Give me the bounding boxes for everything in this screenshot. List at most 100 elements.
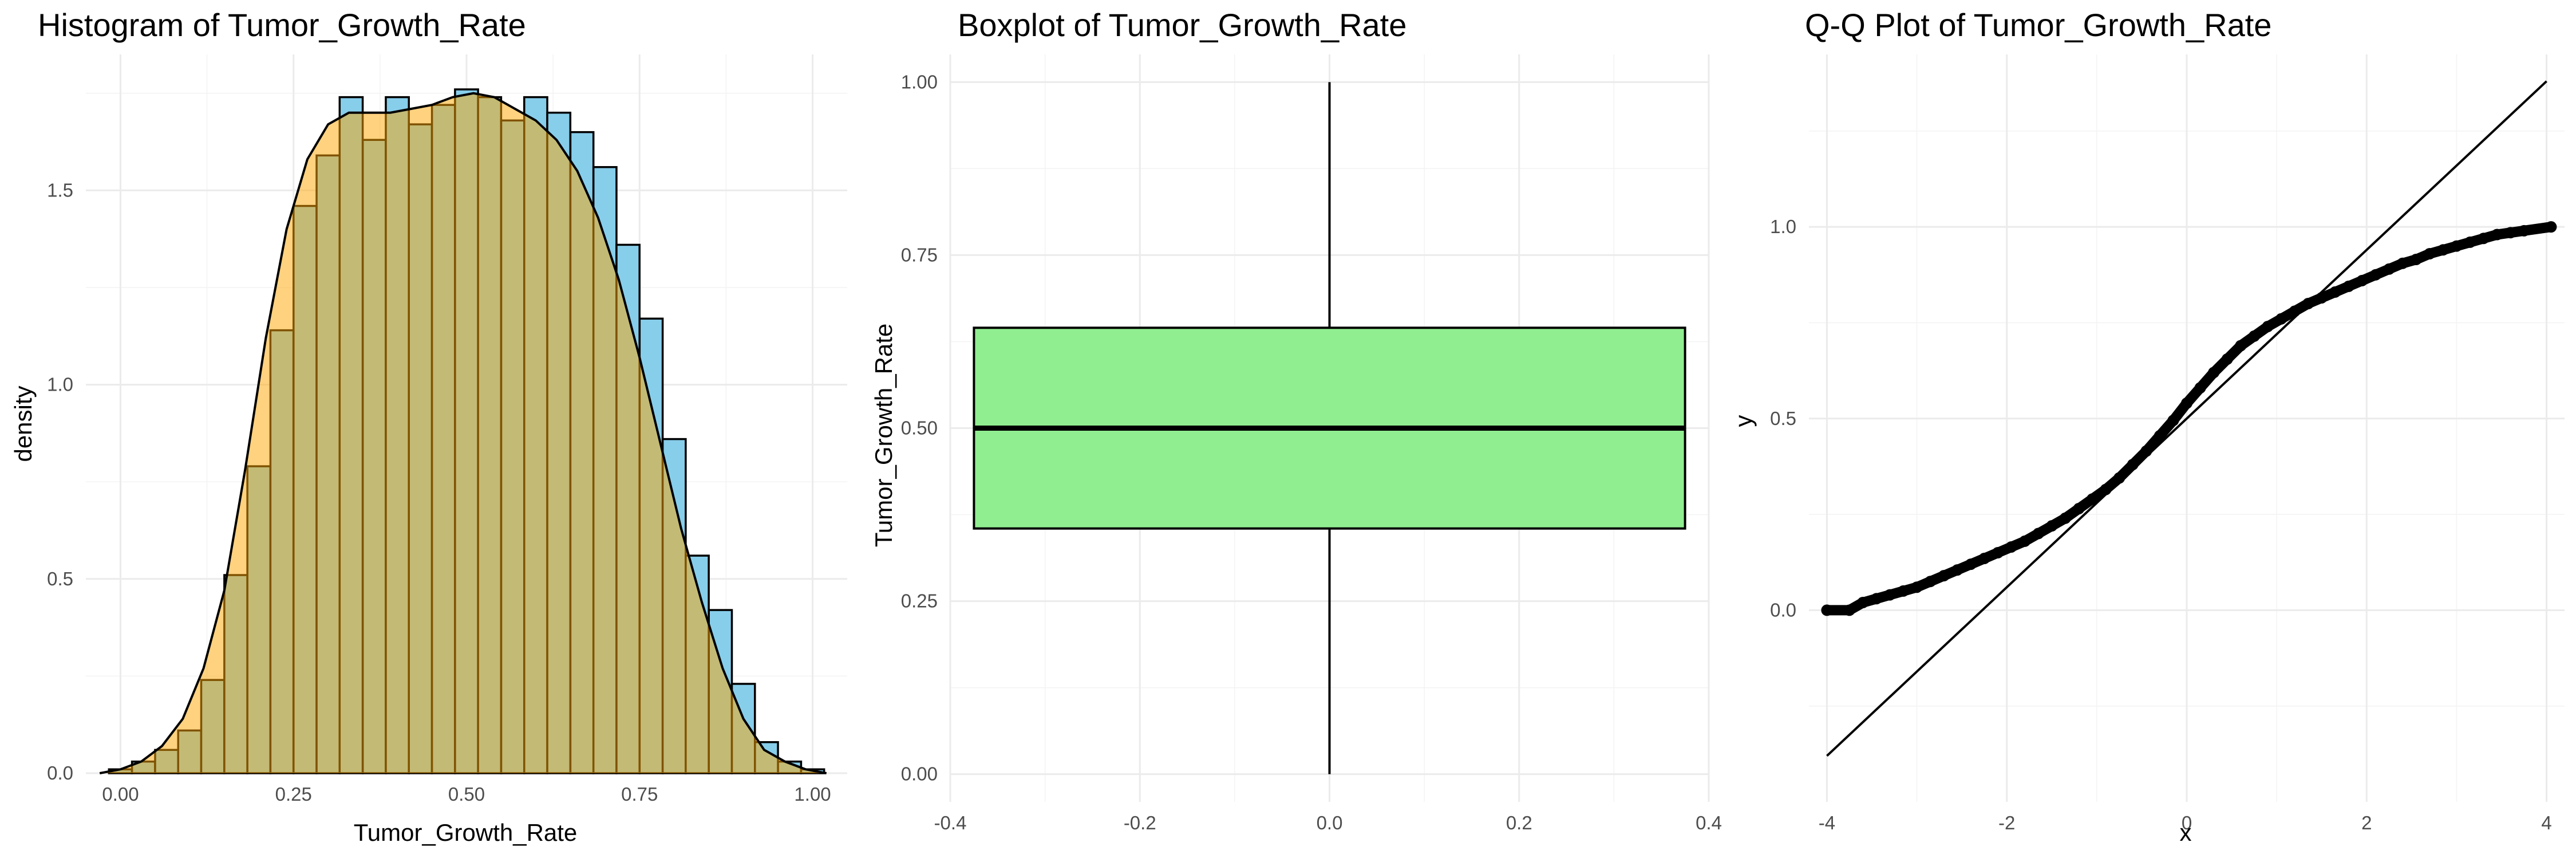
x-tick-label: -0.2 [1124, 812, 1156, 833]
y-tick-label: 0.0 [1770, 599, 1796, 620]
qq-point [2194, 382, 2206, 394]
qq-point [2464, 236, 2476, 248]
y-tick-label: 0.50 [901, 418, 938, 439]
x-tick-label: -0.4 [934, 812, 967, 833]
boxplot-box [973, 82, 1686, 774]
qq-point [2316, 292, 2328, 304]
density-curve [99, 92, 827, 774]
qq-point [1884, 589, 1896, 601]
qq-reference-line [1826, 80, 2547, 757]
y-tick-label: 1.00 [901, 71, 938, 92]
x-tick-label: 0.25 [275, 784, 312, 805]
x-tick-label: 4 [2541, 812, 2551, 833]
y-tick-label: 1.0 [47, 374, 73, 395]
qq-point [2451, 240, 2463, 252]
qq-point [1938, 570, 1950, 582]
qq-point [1925, 576, 1937, 588]
x-tick-label: 0.0 [1317, 812, 1343, 833]
qq-point [2100, 483, 2112, 495]
x-tick-label: 1.00 [794, 784, 831, 805]
qq-title: Q-Q Plot of Tumor_Growth_Rate [1805, 7, 2271, 43]
x-tick-label: -4 [1819, 812, 1835, 833]
boxplot-panel: -0.4 -0.2 0.0 0.2 0.4 0.00 0.25 0.50 0.75 1.00 Bo… [870, 7, 1722, 833]
qq-x-axis-title: x [2180, 819, 2192, 846]
qq-point [2073, 503, 2085, 515]
qq-point [2059, 512, 2071, 524]
qq-point [1965, 558, 1977, 570]
qq-y-axis-title: y [1730, 415, 1757, 427]
histogram-panel: 0.00 0.25 0.50 0.75 1.00 0.0 0.5 1.0 1.5 Histogr… [10, 7, 847, 846]
qq-point [1978, 553, 1990, 565]
x-tick-label: -2 [1998, 812, 2015, 833]
qq-point [2032, 528, 2044, 540]
qq-point [2248, 330, 2260, 342]
qq-point [2342, 280, 2354, 292]
qq-point [1870, 593, 1882, 605]
y-tick-label: 0.0 [47, 762, 73, 784]
qq-point [1911, 581, 1923, 593]
qq-point [2504, 227, 2516, 239]
qq-point [2019, 535, 2031, 547]
y-tick-label: 0.25 [901, 591, 938, 612]
qq-point [2397, 257, 2409, 269]
reference-line [1826, 80, 2547, 757]
qq-point [2087, 493, 2098, 505]
qq-point [2383, 263, 2395, 275]
qq-point [2370, 269, 2381, 281]
y-tick-label: 0.5 [1770, 408, 1796, 429]
qq-point [2262, 321, 2274, 333]
qq-point [2545, 221, 2557, 233]
qq-point [2181, 397, 2192, 409]
qq-point [2113, 472, 2125, 484]
qq-point [2221, 353, 2233, 365]
x-tick-label: 0.2 [1506, 812, 1532, 833]
qq-point [2302, 298, 2314, 309]
x-tick-label: 0.4 [1696, 812, 1722, 833]
qq-point [2437, 244, 2449, 256]
qq-point [2491, 229, 2503, 241]
qq-point [2167, 415, 2179, 427]
histogram-x-axis-title: Tumor_Growth_Rate [354, 819, 578, 846]
qq-point [2046, 520, 2058, 532]
histogram-tick-labels: 0.00 0.25 0.50 0.75 1.00 0.0 0.5 1.0 1.5 [47, 179, 831, 805]
boxplot-y-axis-title: Tumor_Growth_Rate [870, 324, 897, 548]
y-tick-label: 0.5 [47, 568, 73, 589]
qq-point [1898, 585, 1909, 597]
qq-point [1857, 597, 1869, 608]
qq-panel: -4 -2 0 2 4 0.0 0.5 1.0 Q-Q Plot of Tumor_Growt… [1730, 7, 2565, 846]
x-tick-label: 0 [2182, 812, 2192, 833]
qq-point [2518, 225, 2530, 237]
qq-point [1843, 604, 1855, 616]
y-tick-label: 0.00 [901, 763, 938, 785]
qq-tick-labels: -4 -2 0 2 4 0.0 0.5 1.0 [1770, 216, 2552, 833]
boxplot-title: Boxplot of Tumor_Growth_Rate [958, 7, 1406, 43]
qq-point [1992, 547, 2004, 558]
qq-point [2208, 367, 2220, 379]
x-tick-label: 2 [2361, 812, 2372, 833]
qq-point [2127, 459, 2139, 471]
qq-point [2410, 254, 2422, 266]
qq-point [2289, 305, 2301, 317]
qq-point [2356, 274, 2368, 286]
qq-point [2478, 233, 2490, 245]
qq-point [2329, 286, 2341, 298]
qq-point [1821, 604, 1833, 616]
qq-point [2235, 340, 2247, 352]
qq-points [1821, 221, 2557, 616]
histogram-title: Histogram of Tumor_Growth_Rate [38, 7, 526, 43]
x-tick-label: 0.75 [621, 784, 658, 805]
qq-grid [1809, 54, 2565, 802]
histogram-y-axis-title: density [10, 385, 37, 462]
qq-point [2005, 541, 2017, 553]
qq-point [1951, 564, 1963, 576]
x-tick-label: 0.00 [102, 784, 139, 805]
qq-point [2275, 313, 2287, 325]
qq-point [2424, 248, 2436, 259]
y-tick-label: 0.75 [901, 244, 938, 265]
y-tick-label: 1.0 [1770, 216, 1796, 237]
density-line [99, 92, 827, 774]
qq-point [2154, 430, 2166, 442]
x-tick-label: 0.50 [448, 784, 485, 805]
